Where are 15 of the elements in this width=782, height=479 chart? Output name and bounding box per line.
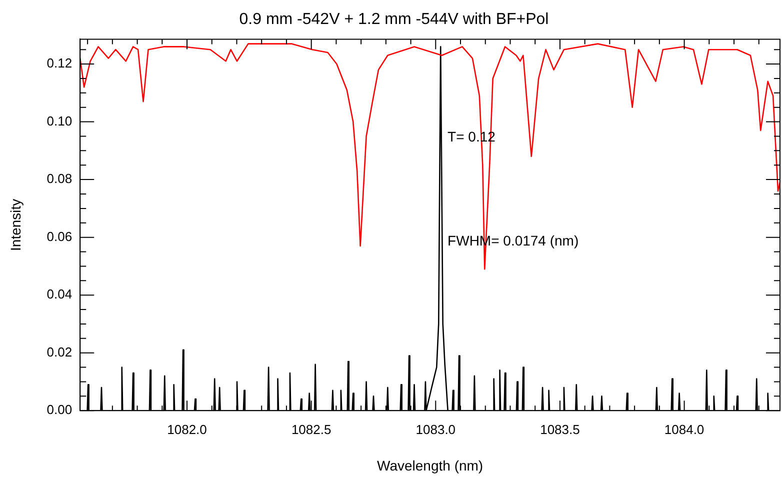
x-axis-title: Wavelength (nm) <box>377 457 484 474</box>
x-tick-label: 1083.0 <box>416 422 456 437</box>
y-tick-label: 0.08 <box>46 171 72 186</box>
y-tick-label: 0.00 <box>46 402 72 418</box>
y-tick-label: 0.02 <box>46 344 72 360</box>
x-tick-label: 1082.5 <box>291 422 332 437</box>
y-tick-label: 0.06 <box>46 228 72 244</box>
y-tick-label: 0.10 <box>46 113 72 128</box>
x-tick-label: 1082.0 <box>167 422 207 437</box>
chart-title: 0.9 mm -542V + 1.2 mm -544V with BF+Pol <box>239 11 549 28</box>
x-tick-label: 1084.0 <box>664 422 704 437</box>
y-tick-label: 0.12 <box>46 56 72 71</box>
y-axis-title: Intensity <box>7 198 24 251</box>
x-tick-label: 1083.5 <box>540 422 580 437</box>
y-tick-label: 0.04 <box>46 286 72 302</box>
